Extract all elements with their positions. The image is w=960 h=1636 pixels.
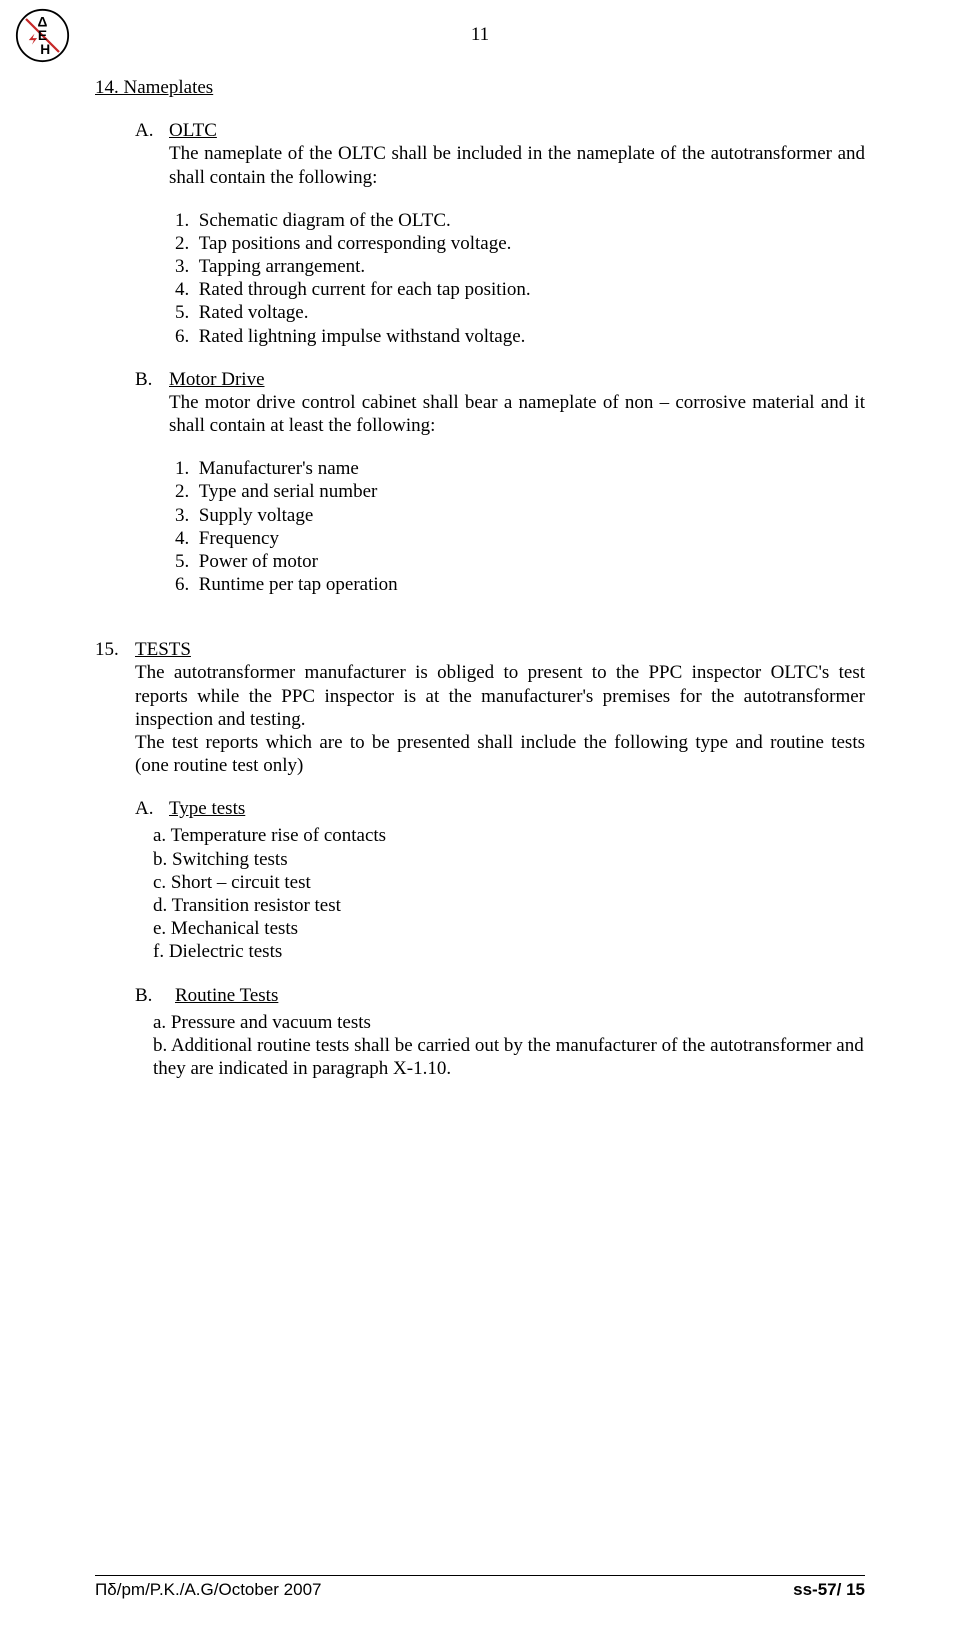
list-item: 3. Supply voltage bbox=[175, 504, 865, 527]
list-item: c. Short – circuit test bbox=[153, 871, 865, 894]
section-14b-title: Motor Drive bbox=[169, 368, 265, 391]
list-item: 5. Rated voltage. bbox=[175, 301, 865, 324]
footer-left: Πδ/pm/P.K./A.G/October 2007 bbox=[95, 1580, 321, 1600]
list-item: 2. Type and serial number bbox=[175, 480, 865, 503]
section-14a-title: OLTC bbox=[169, 119, 217, 142]
list-item: b. Additional routine tests shall be car… bbox=[153, 1034, 865, 1080]
list-item: 1. Schematic diagram of the OLTC. bbox=[175, 209, 865, 232]
list-item: 6. Runtime per tap operation bbox=[175, 573, 865, 596]
list-item: 1. Manufacturer's name bbox=[175, 457, 865, 480]
section-14a-intro: The nameplate of the OLTC shall be inclu… bbox=[169, 142, 865, 188]
list-item: e. Mechanical tests bbox=[153, 917, 865, 940]
list-item: 5. Power of motor bbox=[175, 550, 865, 573]
list-item: 6. Rated lightning impulse withstand vol… bbox=[175, 325, 865, 348]
list-item: 4. Frequency bbox=[175, 527, 865, 550]
section-15a-title: Type tests bbox=[169, 798, 245, 819]
svg-text:H: H bbox=[40, 42, 50, 57]
list-item: d. Transition resistor test bbox=[153, 894, 865, 917]
section-14b-intro: The motor drive control cabinet shall be… bbox=[169, 391, 865, 437]
svg-text:Δ: Δ bbox=[38, 14, 48, 29]
section-15b-label: B. bbox=[135, 984, 175, 1007]
section-15a-label: A. bbox=[135, 797, 169, 820]
section-14a-label: A. bbox=[135, 119, 169, 189]
list-item: 4. Rated through current for each tap po… bbox=[175, 278, 865, 301]
list-item: 2. Tap positions and corresponding volta… bbox=[175, 232, 865, 255]
footer-right: ss-57/ 15 bbox=[793, 1580, 865, 1600]
page-footer: Πδ/pm/P.K./A.G/October 2007 ss-57/ 15 bbox=[95, 1575, 865, 1600]
section-15-title: TESTS bbox=[135, 639, 191, 660]
section-15-number: 15. bbox=[95, 638, 135, 777]
section-15-para2: The test reports which are to be present… bbox=[135, 731, 865, 777]
section-14-heading: 14. Nameplates bbox=[95, 76, 865, 99]
list-item: b. Switching tests bbox=[153, 848, 865, 871]
section-14b-label: B. bbox=[135, 368, 169, 438]
page-number: 11 bbox=[95, 24, 865, 46]
list-item: 3. Tapping arrangement. bbox=[175, 255, 865, 278]
section-15b-title: Routine Tests bbox=[175, 985, 278, 1006]
list-item: a. Temperature rise of contacts bbox=[153, 824, 865, 847]
section-15-para1: The autotransformer manufacturer is obli… bbox=[135, 661, 865, 731]
svg-text:E: E bbox=[38, 28, 47, 43]
list-item: a. Pressure and vacuum tests bbox=[153, 1011, 865, 1034]
company-logo: Δ E H bbox=[15, 8, 70, 63]
list-item: f. Dielectric tests bbox=[153, 940, 865, 963]
